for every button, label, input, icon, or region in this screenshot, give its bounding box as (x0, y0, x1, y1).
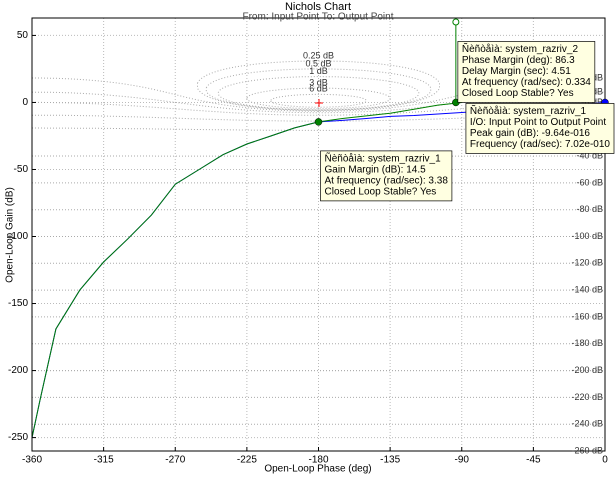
contour-label: -180 dB (571, 338, 603, 348)
contour-label: -260 dB (571, 445, 603, 455)
data-tip-text: Closed Loop Stable? Yes (325, 187, 437, 198)
x-tick-label: -45 (526, 455, 541, 466)
y-tick-label: -250 (8, 432, 28, 443)
contour-label: -160 dB (571, 311, 603, 321)
contour-label: -80 dB (576, 204, 603, 214)
contour-label: -240 dB (571, 419, 603, 429)
x-tick-label: -315 (94, 455, 114, 466)
margin-stem-end (452, 18, 460, 26)
data-tip-box (320, 150, 453, 202)
data-tip-text: At frequency (rad/sec): 0.334 (462, 77, 591, 88)
y-tick-label: -50 (14, 164, 29, 175)
data-tip-text: Delay Margin (sec): 4.51 (462, 66, 571, 77)
closed-loop-contour (270, 93, 367, 108)
x-tick-label: -360 (22, 455, 42, 466)
critical-point (315, 99, 323, 107)
y-tick-label: -200 (8, 365, 28, 376)
chart-title: Nichols Chart (285, 1, 351, 13)
x-axis-label: Open-Loop Phase (deg) (264, 464, 371, 475)
data-tip-text: Frequency (rad/sec): 7.02e-010 (470, 139, 611, 150)
y-tick-label: -100 (8, 231, 28, 242)
contour-label: 1 dB (309, 66, 328, 76)
x-tick-label: -90 (455, 455, 470, 466)
closed-loop-contour (197, 60, 440, 111)
closed-loop-contour (246, 87, 391, 110)
x-tick-label: -225 (237, 455, 257, 466)
chart-subtitle: From: Input Point To: Output Point (242, 12, 393, 23)
data-tip-marker (314, 118, 323, 126)
x-tick-label: -270 (165, 455, 185, 466)
y-tick-label: 50 (17, 30, 29, 41)
y-tick-label: 0 (22, 97, 28, 108)
contour-label: 0.5 dB (305, 58, 331, 68)
contour-label: 3 dB (309, 77, 328, 87)
contour-label: 6 dB (309, 84, 328, 94)
series-line (32, 102, 462, 438)
data-tip-text: I/O: Input Point to Output Point (470, 117, 606, 128)
data-tip-text: Gain Margin (dB): 14.5 (325, 165, 427, 176)
contour-label: -200 dB (571, 365, 603, 375)
data-tip-box (457, 41, 596, 103)
contour-label: -220 dB (571, 392, 603, 402)
contour-label: -60 dB (576, 177, 603, 187)
data-tip-text: Phase Margin (deg): 86.3 (462, 55, 575, 66)
data-tip-text: Ñèñòåìà: system_razriv_2 (462, 42, 579, 55)
data-tip-text: Ñèñòåìà: system_razriv_1 (470, 104, 587, 117)
x-tick-label: -180 (308, 455, 328, 466)
data-tip-box (465, 103, 615, 154)
data-tip-text: At frequency (rad/sec): 3.38 (325, 176, 449, 187)
contour-label: -120 dB (571, 258, 603, 268)
x-tick-label: -135 (380, 455, 400, 466)
closed-loop-contour (205, 68, 432, 111)
data-tip-text: Ñèñòåìà: system_razriv_1 (325, 152, 442, 165)
contour-label: -100 dB (571, 231, 603, 241)
contour-label: 0.25 dB (303, 50, 334, 60)
data-tip-text: Closed Loop Stable? Yes (462, 88, 574, 99)
y-tick-label: -150 (8, 298, 28, 309)
x-tick-label: 0 (602, 455, 608, 466)
contour-label: -40 dB (576, 150, 603, 160)
data-tip-text: Peak gain (dB): -9.64e-016 (470, 128, 591, 139)
contour-label: -140 dB (571, 285, 603, 295)
y-axis-label: Open-Loop Gain (dB) (5, 187, 16, 283)
